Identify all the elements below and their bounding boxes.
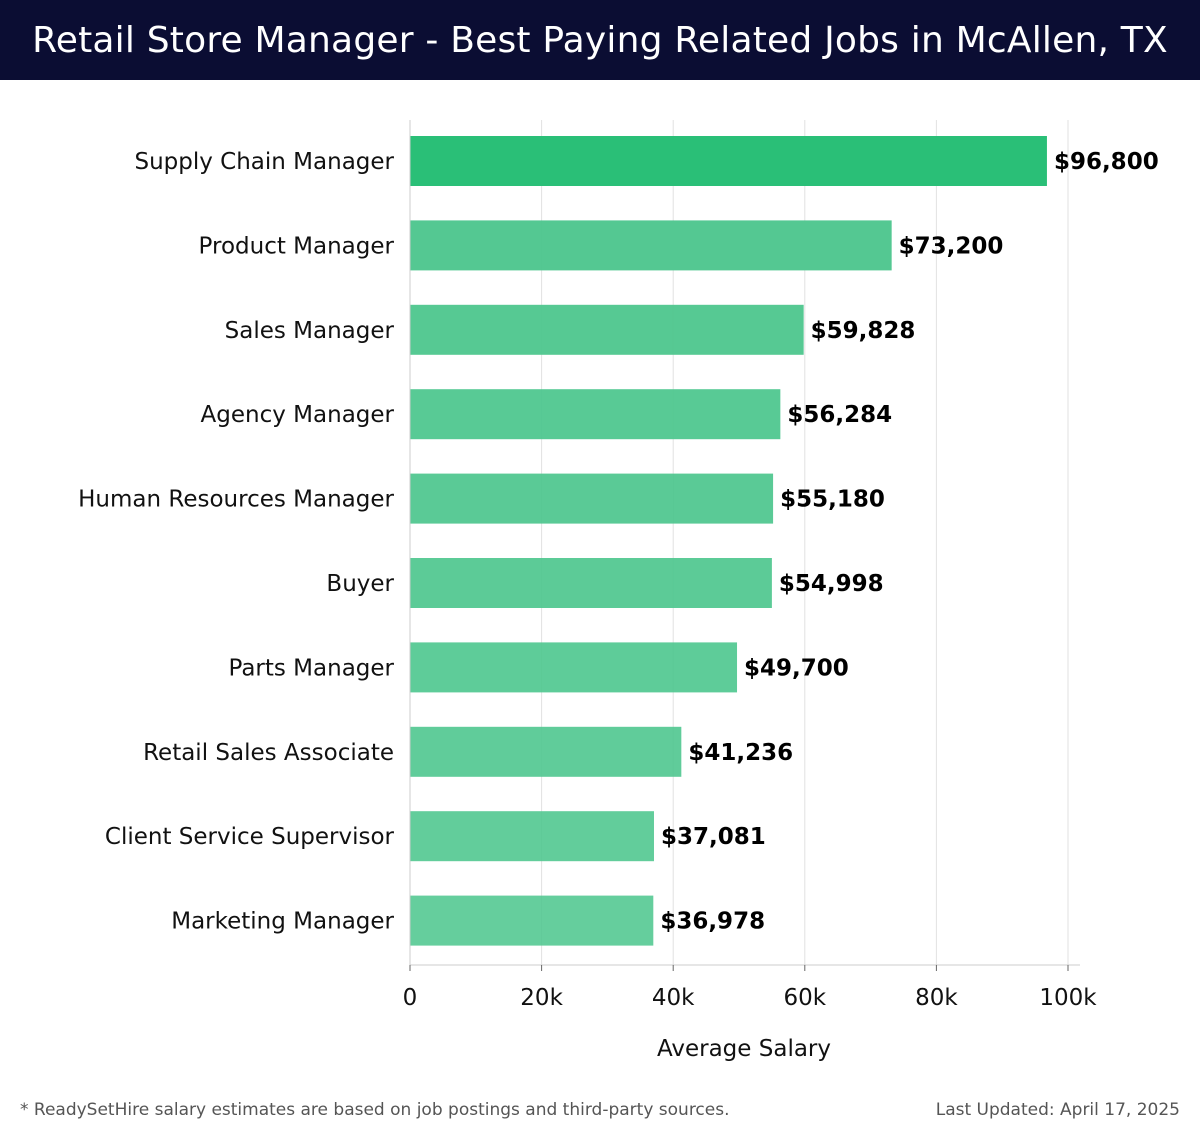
category-label: Human Resources Manager xyxy=(78,487,394,513)
value-label: $55,180 xyxy=(780,487,885,513)
category-label: Supply Chain Manager xyxy=(134,149,394,175)
last-updated: Last Updated: April 17, 2025 xyxy=(935,1100,1180,1120)
bar xyxy=(410,304,804,355)
category-label: Parts Manager xyxy=(228,655,394,681)
value-label: $36,978 xyxy=(660,909,765,935)
x-tick-label: 0 xyxy=(403,985,418,1011)
bar xyxy=(410,136,1047,186)
x-tick-label: 60k xyxy=(784,985,827,1011)
value-label: $59,828 xyxy=(811,318,916,344)
bar xyxy=(410,726,682,777)
x-tick-label: 40k xyxy=(652,985,695,1011)
salary-bar-chart: 0 20k 40k 60k 80k 100k Supply Chain Manager Pr… xyxy=(78,120,1159,1062)
bar xyxy=(410,389,781,440)
value-labels: $96,800 $73,200 $59,828 $56,284 $55,180 $54,9… xyxy=(660,149,1158,935)
category-label: Marketing Manager xyxy=(171,909,394,935)
x-axis-title: Average Salary xyxy=(657,1036,831,1062)
category-label: Sales Manager xyxy=(225,318,395,344)
category-label: Client Service Supervisor xyxy=(105,824,395,850)
value-label: $54,998 xyxy=(779,571,884,597)
x-tick-label: 100k xyxy=(1039,985,1097,1011)
category-label: Buyer xyxy=(326,571,394,597)
category-label: Agency Manager xyxy=(201,402,395,428)
value-label: $56,284 xyxy=(787,402,892,428)
page-title: Retail Store Manager - Best Paying Relat… xyxy=(32,19,1168,61)
x-tick-label: 80k xyxy=(915,985,958,1011)
bar xyxy=(410,473,774,524)
bar xyxy=(410,811,654,862)
value-label: $37,081 xyxy=(661,824,766,850)
bar xyxy=(410,895,654,946)
value-label: $96,800 xyxy=(1054,149,1159,175)
value-label: $73,200 xyxy=(899,233,1004,259)
x-axis: 0 20k 40k 60k 80k 100k xyxy=(403,120,1097,1011)
bar xyxy=(410,642,738,693)
header-bar: Retail Store Manager - Best Paying Relat… xyxy=(0,0,1200,80)
category-label: Retail Sales Associate xyxy=(143,740,394,766)
value-label: $49,700 xyxy=(744,655,849,681)
x-tick-label: 20k xyxy=(520,985,563,1011)
category-label: Product Manager xyxy=(199,233,395,259)
bars xyxy=(410,136,1047,946)
bar xyxy=(410,220,892,271)
value-label: $41,236 xyxy=(688,740,793,766)
bar xyxy=(410,558,772,608)
footer-note: * ReadySetHire salary estimates are base… xyxy=(20,1100,730,1120)
category-labels: Supply Chain Manager Product Manager Sales… xyxy=(78,149,394,935)
